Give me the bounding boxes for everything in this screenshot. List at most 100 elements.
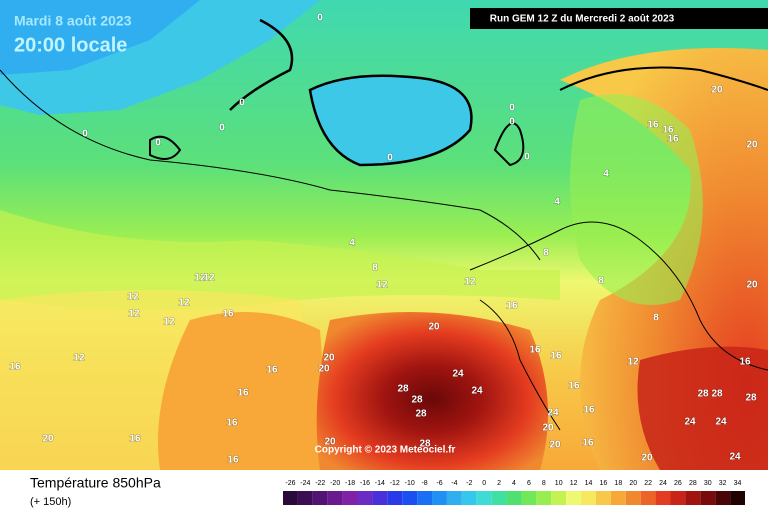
contour-label: 16 bbox=[222, 309, 234, 320]
scale-swatch bbox=[446, 491, 462, 505]
scale-label: -4 bbox=[451, 480, 457, 487]
contour-label: 16 bbox=[237, 388, 249, 399]
scale-swatch bbox=[491, 491, 507, 505]
contour-label: 0 bbox=[239, 98, 245, 109]
scale-swatch bbox=[417, 491, 433, 505]
contour-label: 28 bbox=[419, 439, 431, 450]
scale-label: 10 bbox=[555, 480, 563, 487]
contour-label: 0 bbox=[219, 123, 225, 134]
contour-label: 20 bbox=[318, 364, 330, 375]
scale-label: -2 bbox=[466, 480, 472, 487]
contour-label: 16 bbox=[529, 345, 541, 356]
scale-label: 24 bbox=[659, 480, 667, 487]
scale-label: 18 bbox=[614, 480, 622, 487]
contour-label: 16 bbox=[129, 434, 141, 445]
contour-label: 16 bbox=[9, 362, 21, 373]
scale-label: 34 bbox=[734, 480, 742, 487]
cold-zone bbox=[0, 0, 200, 75]
copyright: Copyright © 2023 Meteociel.fr bbox=[315, 445, 456, 456]
contour-label: 12 bbox=[194, 273, 206, 284]
scale-swatch bbox=[357, 491, 373, 505]
scale-label: 28 bbox=[689, 480, 697, 487]
contour-label: 4 bbox=[554, 197, 560, 208]
contour-label: 28 bbox=[711, 389, 723, 400]
contour-label: 16 bbox=[506, 301, 518, 312]
valid-date: Mardi 8 août 2023 bbox=[14, 13, 132, 29]
contour-label: 12 bbox=[127, 292, 139, 303]
contour-label: 28 bbox=[697, 389, 709, 400]
scale-swatch bbox=[670, 491, 686, 505]
scale-label: -20 bbox=[330, 480, 340, 487]
contour-label: 16 bbox=[227, 455, 239, 466]
scale-label: 30 bbox=[704, 480, 712, 487]
contour-label: 24 bbox=[452, 369, 464, 380]
run-banner bbox=[470, 8, 768, 29]
contour-label: 28 bbox=[745, 393, 757, 404]
scale-swatch bbox=[283, 491, 298, 505]
scale-swatch bbox=[640, 491, 656, 505]
contour-label: 16 bbox=[266, 365, 278, 376]
scale-swatch bbox=[312, 491, 328, 505]
scale-label: -18 bbox=[345, 480, 355, 487]
scale-swatch bbox=[506, 491, 522, 505]
coastline bbox=[469, 221, 768, 371]
scale-swatch bbox=[566, 491, 582, 505]
valid-time: 20:00 locale bbox=[14, 34, 127, 56]
scale-label: 12 bbox=[570, 480, 578, 487]
scale-swatch bbox=[342, 491, 358, 505]
contour-label: 12 bbox=[376, 280, 388, 291]
contour-label: 20 bbox=[324, 437, 336, 448]
contour-label: 24 bbox=[547, 408, 559, 419]
contour-label: 0 bbox=[387, 153, 393, 164]
contour-label: 24 bbox=[684, 417, 696, 428]
scale-swatch bbox=[297, 491, 313, 505]
contour-label: 20 bbox=[641, 453, 653, 464]
run-info: Run GEM 12 Z du Mercredi 2 août 2023 bbox=[490, 14, 675, 25]
scale-label: 26 bbox=[674, 480, 682, 487]
contour-label: 4 bbox=[603, 169, 609, 180]
contour-label: 0 bbox=[155, 138, 161, 149]
scale-label: 0 bbox=[482, 480, 486, 487]
contour-label: 16 bbox=[550, 351, 562, 362]
coastline bbox=[0, 69, 541, 261]
contour-label: 16 bbox=[667, 134, 679, 145]
scale-label: -6 bbox=[436, 480, 442, 487]
scale-label: 16 bbox=[600, 480, 608, 487]
scale-swatch bbox=[536, 491, 552, 505]
forecast-lead: (+ 150h) bbox=[30, 496, 71, 508]
contour-label: 20 bbox=[42, 434, 54, 445]
contour-label: 8 bbox=[653, 313, 659, 324]
scale-swatch bbox=[327, 491, 343, 505]
contour-label: 0 bbox=[524, 152, 530, 163]
scale-label: 2 bbox=[497, 480, 501, 487]
contour-label: 16 bbox=[739, 357, 751, 368]
mild-zone bbox=[570, 94, 703, 306]
contour-label: 8 bbox=[598, 276, 604, 287]
contour-label: 20 bbox=[428, 322, 440, 333]
scale-swatch bbox=[476, 491, 492, 505]
scale-swatch bbox=[521, 491, 537, 505]
coastline bbox=[493, 122, 525, 167]
color-scale: -26 -24 -22 -20 -18 -16 -14 -12 -10 -8 -6 -4 -2 0 2 4 6 8… bbox=[283, 480, 745, 505]
contour-label: 24 bbox=[729, 452, 741, 463]
contour-label: 12 bbox=[203, 273, 215, 284]
contour-label: 4 bbox=[349, 238, 355, 249]
scale-label: 6 bbox=[527, 480, 531, 487]
scale-swatch bbox=[685, 491, 701, 505]
contour-label: 28 bbox=[415, 409, 427, 420]
contour-label: 8 bbox=[543, 248, 549, 259]
contour-label: 12 bbox=[464, 277, 476, 288]
scale-swatch bbox=[432, 491, 447, 505]
scale-label: -22 bbox=[315, 480, 325, 487]
scale-swatch bbox=[402, 491, 418, 505]
contour-label: 16 bbox=[647, 120, 659, 131]
coastline bbox=[229, 18, 294, 111]
ice-cap bbox=[308, 74, 473, 167]
scale-label: 4 bbox=[512, 480, 516, 487]
scale-swatch bbox=[461, 491, 477, 505]
contour-label: 12 bbox=[128, 309, 140, 320]
scale-label: 8 bbox=[542, 480, 546, 487]
